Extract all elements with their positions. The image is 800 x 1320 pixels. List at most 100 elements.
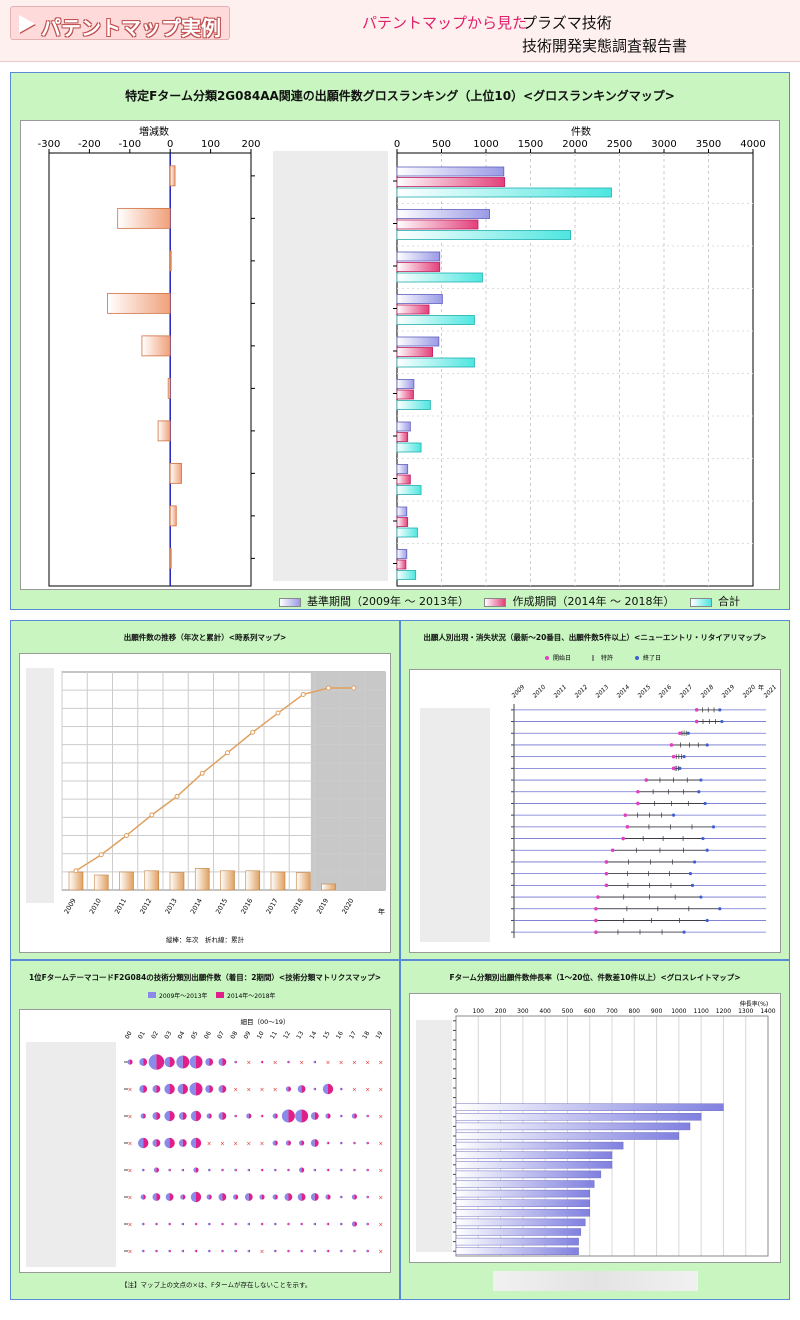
matrix-bubble-create	[196, 1137, 202, 1149]
count-bar	[396, 570, 417, 580]
matrix-bubble-create	[314, 1193, 319, 1201]
matrix-bubble-base	[155, 1222, 157, 1226]
gr-x-tick-label: 700	[606, 1008, 618, 1015]
matrix-bubble-base	[205, 1085, 210, 1093]
matrix-bubble-create	[341, 1249, 343, 1253]
matrix-bubble-base	[272, 1194, 276, 1200]
matrix-bubble-create	[301, 1140, 305, 1146]
er-start-marker	[636, 801, 640, 806]
er-start-marker	[621, 836, 625, 841]
count-bar	[396, 262, 441, 272]
matrix-bubble-base	[247, 1168, 249, 1172]
matrix-bubble-base	[194, 1249, 196, 1253]
change-x-tick-label: 0	[167, 139, 173, 150]
matrix-bubble-create	[156, 1222, 158, 1226]
matrix-bubble-base	[284, 1193, 289, 1201]
gr-x-tick-label: 100	[473, 1008, 485, 1015]
matrix-cross-marker: ×	[378, 1087, 383, 1094]
ts-x-tick-label: 2010	[88, 897, 103, 915]
count-bar	[396, 177, 506, 187]
matrix-bubble-create	[222, 1112, 227, 1120]
count-bar	[396, 421, 411, 432]
er-x-tick-label: 2013	[594, 684, 610, 700]
matrix-bubble-create	[182, 1194, 186, 1200]
matrix-bubble-base	[180, 1194, 183, 1200]
matrix-bubble-base	[140, 1113, 144, 1119]
matrix-bubble-base	[148, 1054, 157, 1070]
legend-start-marker	[545, 656, 549, 660]
annual-bar	[270, 871, 286, 891]
matrix-bubble-create	[209, 1249, 211, 1253]
play-arrow-icon	[19, 15, 35, 33]
matrix-bubble-base	[218, 1085, 223, 1093]
count-bar	[396, 304, 430, 315]
matrix-bubble-create	[222, 1193, 227, 1201]
matrix-bubble-base	[181, 1249, 183, 1253]
matrix-bubble-create	[288, 1140, 291, 1146]
matrix-bubble-base	[139, 1085, 144, 1093]
matrix-bubble-create	[248, 1113, 252, 1119]
change-x-tick-label: 200	[241, 139, 260, 150]
matrix-bubble-base	[326, 1249, 328, 1253]
count-bar	[396, 506, 408, 517]
er-end-marker	[718, 907, 722, 911]
er-end-marker	[705, 743, 709, 747]
er-end-marker	[701, 836, 705, 841]
matrix-bubble-create	[354, 1168, 356, 1172]
matrix-bubble-base	[339, 1087, 342, 1091]
matrix-bubble-create	[288, 1222, 290, 1226]
er-start-marker	[671, 754, 676, 759]
er-x-tick-label: 2014	[615, 684, 631, 700]
matrix-bubble-base	[339, 1168, 342, 1172]
matrix-bubble-base	[176, 1055, 183, 1069]
matrix-bubble-base	[310, 1139, 315, 1147]
matrix-bubble-create	[301, 1085, 306, 1093]
count-bar	[396, 517, 409, 527]
matrix-bubble-base	[300, 1222, 302, 1226]
matrix-bubble-base	[297, 1085, 302, 1093]
matrix-bubble-base	[366, 1249, 368, 1253]
er-end-marker	[688, 872, 692, 876]
matrix-bubble-base	[141, 1222, 144, 1226]
er-start-marker	[644, 778, 649, 782]
matrix-bubble-create	[143, 1113, 146, 1119]
matrix-bubble-base	[310, 1193, 315, 1201]
matrix-bubble-base	[178, 1139, 183, 1147]
matrix-bubble-base	[285, 1140, 289, 1146]
matrix-bubble-create	[328, 1168, 330, 1172]
header-subtitle-2: プラズマ技術	[522, 14, 612, 32]
matrix-bubble-create	[130, 1059, 133, 1065]
matrix-bubble-base	[181, 1168, 183, 1172]
count-bar	[396, 209, 490, 219]
legend-base-label: 2009年～2013年	[159, 992, 208, 1000]
matrix-bubble-base	[287, 1249, 289, 1253]
matrix-bubble-create	[169, 1193, 174, 1201]
count-x-tick-label: 3500	[696, 139, 721, 150]
matrix-bubble-create	[196, 1110, 202, 1122]
matrix-bubble-base	[287, 1222, 289, 1226]
change-bar	[167, 377, 171, 399]
matrix-bubble-base	[181, 1222, 183, 1226]
matrix-bubble-create	[367, 1222, 369, 1226]
matrix-bubble-create	[275, 1222, 277, 1226]
matrix-bubble-base	[260, 1060, 262, 1064]
count-x-tick-label: 1500	[518, 139, 543, 150]
count-bar	[396, 315, 475, 325]
gross-ranking-panel: 特定Fターム分類2G084AA関連の出願件数グロスランキング（上位10）<グロス…	[10, 72, 790, 610]
gr-x-tick-label: 600	[584, 1008, 596, 1015]
matrix-bubble-base	[190, 1110, 196, 1122]
matrix-bubble-base	[234, 1222, 236, 1226]
er-start-marker	[669, 743, 674, 747]
legend-swatch	[689, 597, 712, 607]
matrix-bubble-base	[218, 1058, 223, 1066]
change-x-tick-label: -300	[38, 139, 61, 150]
matrix-bubble-base	[207, 1222, 210, 1226]
er-x-unit: 年	[758, 684, 764, 692]
matrix-bubble-base	[259, 1194, 262, 1200]
matrix-bubble-create	[143, 1058, 148, 1066]
matrix-bubble-base	[164, 1137, 170, 1149]
gr-bar	[455, 1247, 579, 1255]
matrix-bubble-base	[205, 1058, 210, 1066]
matrix-bubble-base	[353, 1168, 355, 1172]
er-start-marker	[678, 731, 682, 736]
